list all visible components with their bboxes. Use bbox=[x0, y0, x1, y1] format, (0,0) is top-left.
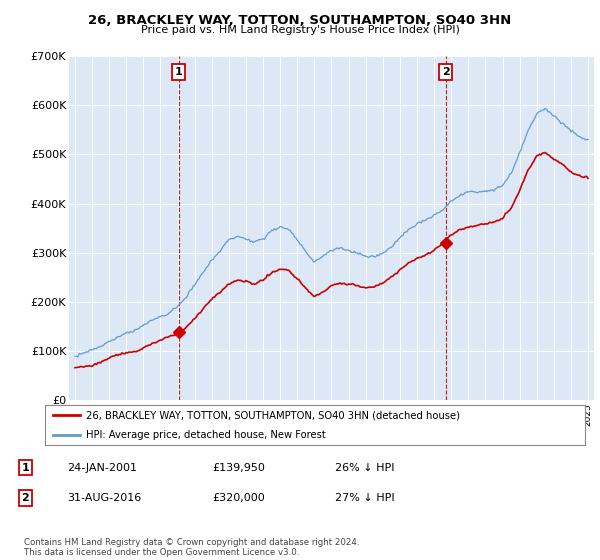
Text: 31-AUG-2016: 31-AUG-2016 bbox=[67, 493, 142, 503]
Text: 26, BRACKLEY WAY, TOTTON, SOUTHAMPTON, SO40 3HN (detached house): 26, BRACKLEY WAY, TOTTON, SOUTHAMPTON, S… bbox=[86, 410, 460, 421]
Text: HPI: Average price, detached house, New Forest: HPI: Average price, detached house, New … bbox=[86, 430, 325, 440]
Text: 24-JAN-2001: 24-JAN-2001 bbox=[67, 463, 137, 473]
Text: 2: 2 bbox=[22, 493, 29, 503]
Text: Contains HM Land Registry data © Crown copyright and database right 2024.
This d: Contains HM Land Registry data © Crown c… bbox=[24, 538, 359, 557]
Text: 1: 1 bbox=[175, 67, 182, 77]
Text: Price paid vs. HM Land Registry's House Price Index (HPI): Price paid vs. HM Land Registry's House … bbox=[140, 25, 460, 35]
Text: 1: 1 bbox=[22, 463, 29, 473]
Text: 26, BRACKLEY WAY, TOTTON, SOUTHAMPTON, SO40 3HN: 26, BRACKLEY WAY, TOTTON, SOUTHAMPTON, S… bbox=[88, 14, 512, 27]
Text: £139,950: £139,950 bbox=[212, 463, 266, 473]
Text: £320,000: £320,000 bbox=[212, 493, 265, 503]
Text: 26% ↓ HPI: 26% ↓ HPI bbox=[335, 463, 394, 473]
Text: 27% ↓ HPI: 27% ↓ HPI bbox=[335, 493, 395, 503]
Text: 2: 2 bbox=[442, 67, 449, 77]
